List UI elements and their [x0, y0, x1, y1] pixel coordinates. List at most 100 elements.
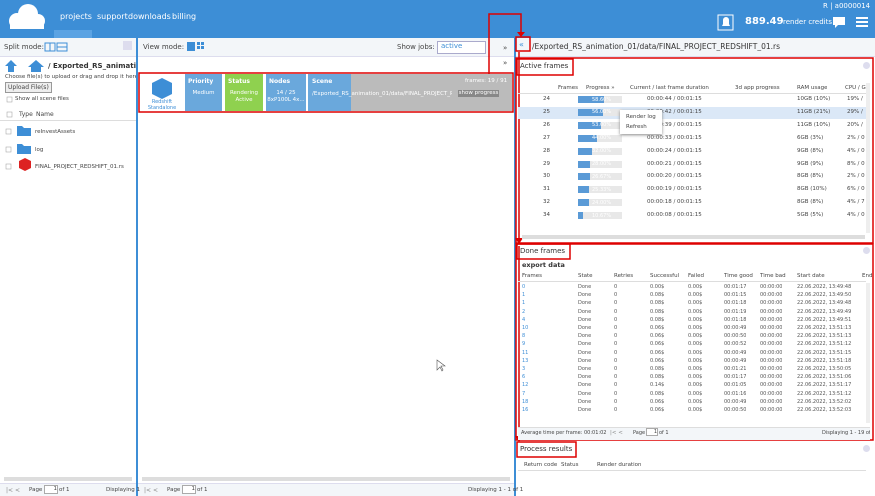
frame-number: 24	[543, 96, 550, 102]
frame-duration: 00:00:20 / 00:01:15	[647, 173, 702, 180]
file-name[interactable]: FINAL_PROJECT_REDSHIFT_01.rs	[35, 164, 124, 170]
up-icon[interactable]	[5, 60, 17, 72]
page-of: of 1	[197, 487, 208, 493]
active-frames-toggle[interactable]	[863, 62, 870, 69]
ram-usage: 9GB (8%)	[797, 147, 824, 154]
view-mode-icons[interactable]	[187, 42, 204, 51]
done-cell: 22.06.2022, 13:51:12	[797, 341, 852, 348]
done-frames-toggle[interactable]	[863, 247, 870, 254]
progress-bar	[578, 212, 583, 220]
credits-label: render credits	[783, 18, 832, 26]
progress-track	[578, 186, 622, 194]
done-cell: 0.06$	[650, 341, 665, 348]
frame-duration: 00:00:18 / 00:01:15	[647, 199, 702, 206]
done-cell: Done	[578, 374, 592, 381]
done-cell: 00:00:50	[724, 407, 747, 413]
column-header: End date	[862, 273, 872, 279]
page-input[interactable]: 1	[646, 428, 658, 436]
bell-button[interactable]	[717, 14, 734, 31]
nodes-label: Nodes	[269, 78, 291, 85]
done-cell: 0.06$	[650, 357, 665, 364]
jobs-filter[interactable]: active	[437, 41, 486, 54]
done-cell: 0.08$	[650, 292, 665, 299]
show-progress-button[interactable]: show progress	[458, 90, 499, 97]
expand-left[interactable]: «	[519, 40, 524, 49]
menu-item[interactable]: Refresh	[626, 124, 647, 130]
done-cell: 00:01:17	[724, 374, 747, 381]
chat-icon[interactable]	[833, 17, 845, 28]
user-id: R | a0000014	[823, 2, 871, 10]
active-frames-title: Active frames	[520, 62, 569, 70]
nav-link[interactable]: billing	[172, 12, 197, 21]
nav-link[interactable]: support	[97, 12, 128, 21]
progress-label: 53.00%	[592, 122, 612, 129]
upload-button[interactable]: Upload File(s)	[5, 82, 52, 94]
done-cell: 10	[522, 325, 529, 331]
done-cell: 00:01:05	[724, 382, 747, 389]
done-cell: 00:01:21	[724, 366, 747, 372]
page-input[interactable]: 1	[182, 485, 196, 494]
nav-link[interactable]: downloads	[128, 12, 171, 21]
done-cell: 22.06.2022, 13:51:13	[797, 325, 852, 331]
progress-label: 25.33%	[592, 186, 612, 193]
collapse-button[interactable]	[123, 41, 132, 50]
done-cell: 0.00$	[688, 390, 703, 397]
nodes	[266, 74, 306, 111]
nav-link[interactable]: projects	[60, 12, 92, 21]
expand-arrow[interactable]: »	[503, 44, 508, 52]
done-cell: 0.00$	[688, 398, 703, 405]
done-cell: 18	[522, 398, 529, 405]
done-cell: 22.06.2022, 13:49:48	[797, 300, 852, 307]
menu-icon[interactable]	[856, 17, 868, 27]
done-cell: 0.00$	[688, 349, 703, 356]
menu-item[interactable]: Render log	[626, 114, 656, 120]
export-data[interactable]: export data	[522, 262, 565, 269]
done-cell: Done	[578, 325, 592, 331]
progress-label: 32.00%	[592, 148, 612, 155]
done-cell: 0.00$	[688, 333, 703, 340]
progress-track	[578, 147, 622, 155]
done-cell: 0.00$	[688, 382, 703, 389]
scene-label: Scene	[312, 78, 333, 85]
progress-track	[578, 134, 622, 142]
done-cell: 0	[614, 366, 618, 372]
cursor	[436, 359, 446, 372]
done-cell: 0	[614, 382, 618, 389]
done-cell: Done	[578, 300, 592, 307]
top-bar	[0, 0, 875, 38]
process-results-toggle[interactable]	[863, 445, 870, 452]
file-path: /Exported_RS_animation_01/data/FINAL_PRO…	[532, 42, 780, 51]
done-cell: 00:00:00	[760, 398, 783, 405]
expand-arrow[interactable]: »	[503, 59, 508, 67]
progress-track	[578, 199, 622, 207]
progress-bar	[578, 96, 604, 103]
file-name[interactable]: log	[35, 147, 44, 153]
column-header: Progress »	[586, 85, 615, 91]
frame-number: 25	[543, 108, 550, 115]
done-cell: 3	[522, 366, 526, 372]
page-input[interactable]: 1	[44, 485, 58, 494]
progress-label: 44.00%	[592, 135, 612, 142]
file-name[interactable]: reInvestAssets	[35, 129, 76, 135]
done-cell: 00:00:00	[760, 333, 783, 340]
done-cell: Done	[578, 382, 592, 389]
done-cell: 0.00$	[688, 407, 703, 413]
frame-number: 30	[543, 173, 550, 180]
nav-active-tab	[54, 30, 92, 38]
done-cell: 0.00$	[688, 316, 703, 323]
checkbox[interactable]	[6, 111, 13, 118]
app-name: Redshift Standalone	[147, 99, 177, 111]
column-header: 3d app progress	[735, 85, 780, 91]
column-header: Status	[561, 462, 579, 468]
checkbox[interactable]	[6, 96, 13, 103]
home-icon[interactable]	[28, 60, 44, 72]
middle-footer	[138, 483, 514, 496]
split-icons	[44, 42, 68, 52]
nodes-detail: 8xP100L 4x...	[267, 97, 305, 103]
frames-count: frames: 19 / 91	[465, 78, 508, 84]
column-header: Retries	[614, 273, 634, 279]
done-header	[518, 272, 866, 282]
column-header: State	[578, 273, 593, 279]
done-cell: 0	[614, 349, 618, 356]
progress-label: 26.67%	[592, 173, 612, 180]
